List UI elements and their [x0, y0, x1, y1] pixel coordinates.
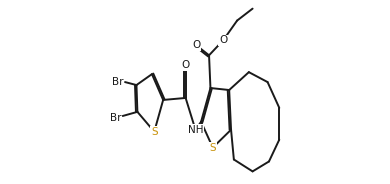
Text: S: S	[151, 127, 158, 137]
Text: NH: NH	[188, 125, 203, 135]
Text: O: O	[181, 60, 190, 70]
Text: O: O	[192, 40, 200, 50]
Text: Br: Br	[110, 113, 121, 123]
Text: O: O	[219, 35, 227, 45]
Text: Br: Br	[112, 77, 124, 87]
Text: S: S	[209, 143, 216, 153]
